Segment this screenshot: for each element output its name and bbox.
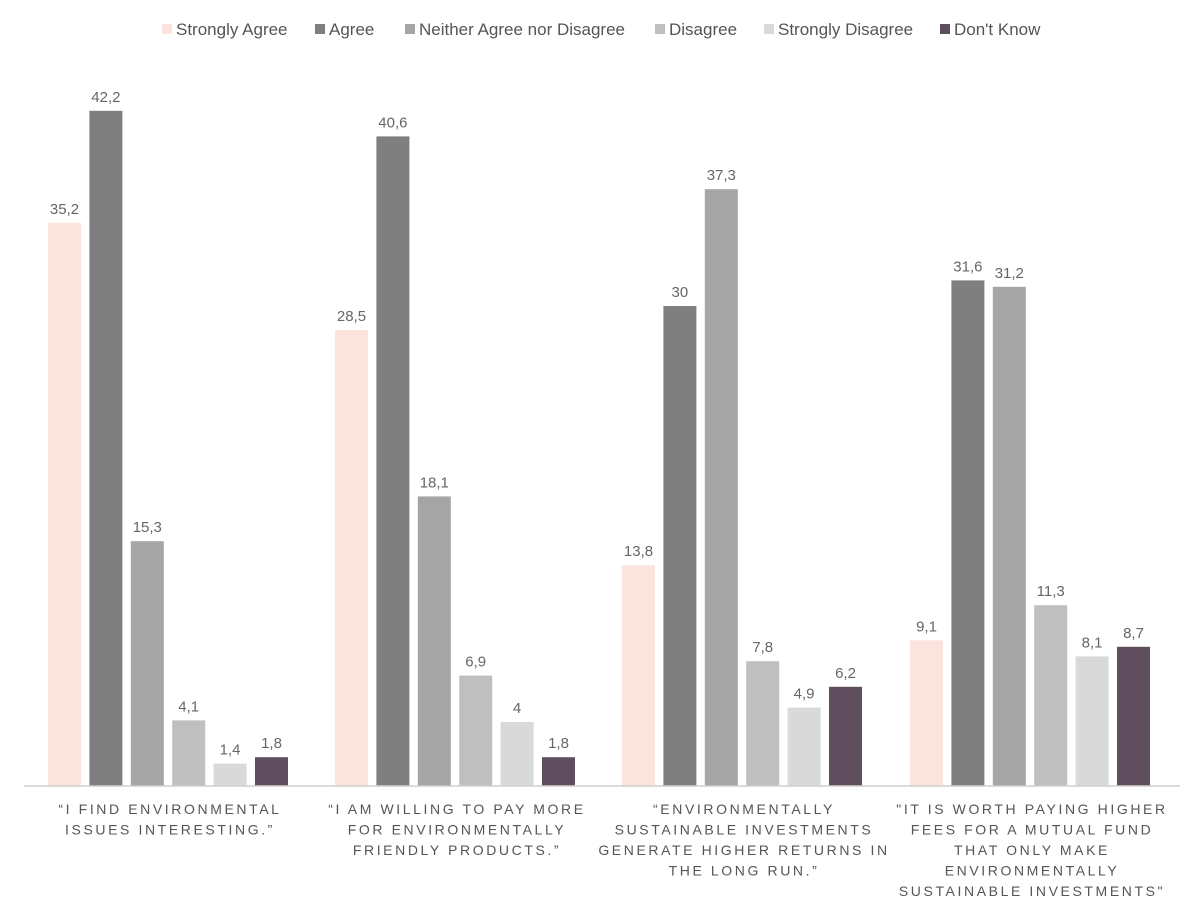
value-label-1-0: 28,5 — [337, 308, 366, 325]
bar-2-5 — [829, 686, 862, 786]
bars — [48, 110, 1150, 787]
category-labels: “I FIND ENVIRONMENTAL ISSUES INTERESTING.… — [58, 801, 1167, 899]
value-label-0-4: 1,4 — [220, 742, 241, 759]
bar-2-3 — [746, 661, 780, 786]
value-label-0-1: 42,2 — [91, 89, 120, 106]
value-label-3-3: 11,3 — [1037, 583, 1065, 600]
legend-label-0: Strongly Agree — [176, 20, 288, 39]
value-label-3-4: 8,1 — [1082, 634, 1103, 651]
legend-swatch-2 — [405, 24, 415, 34]
value-labels: 35,2 42,2 15,3 4,1 1,4 1,8 28,5 40,6 18,1 6,9 4 1,8… — [50, 89, 1144, 759]
legend-swatch-5 — [940, 24, 950, 34]
bar-2-0 — [622, 565, 655, 786]
value-label-1-3: 6,9 — [465, 654, 486, 671]
legend-label-2: Neither Agree nor Disagree — [419, 20, 625, 39]
category-label-0-0: “I FIND ENVIRONMENTAL — [58, 801, 281, 817]
category-label-2-1: SUSTAINABLE INVESTMENTS — [615, 822, 874, 838]
bar-0-5 — [255, 757, 288, 786]
bar-1-1 — [376, 136, 410, 786]
value-label-1-5: 1,8 — [548, 735, 569, 752]
bar-0-3 — [172, 720, 206, 786]
legend-label-1: Agree — [329, 20, 374, 39]
bar-1-2 — [417, 496, 451, 786]
category-label-3-3: ENVIRONMENTALLY — [945, 863, 1120, 879]
bar-0-2 — [130, 541, 164, 786]
value-label-3-0: 9,1 — [916, 618, 937, 635]
category-label-3-1: FEES FOR A MUTUAL FUND — [911, 822, 1154, 838]
category-label-1-0: “I AM WILLING TO PAY MORE — [328, 801, 585, 817]
bar-1-5 — [542, 757, 575, 786]
value-label-3-2: 31,2 — [995, 265, 1024, 282]
bar-2-1 — [663, 306, 697, 786]
value-label-2-0: 13,8 — [624, 543, 653, 560]
bar-3-1 — [951, 280, 985, 786]
category-label-2-2: GENERATE HIGHER RETURNS IN — [598, 842, 889, 858]
category-label-1-1: FOR ENVIRONMENTALLY — [348, 822, 566, 838]
legend-swatch-1 — [315, 24, 325, 34]
category-label-0-1: ISSUES INTERESTING.” — [65, 822, 275, 838]
category-label-3-2: THAT ONLY MAKE — [954, 842, 1110, 858]
category-label-2-3: THE LONG RUN.” — [669, 863, 820, 879]
bar-3-0 — [910, 640, 943, 786]
category-label-3-4: SUSTAINABLE INVESTMENTS" — [899, 883, 1165, 899]
value-label-1-2: 18,1 — [420, 474, 449, 491]
bar-2-2 — [704, 189, 738, 786]
legend-label-4: Strongly Disagree — [778, 20, 913, 39]
bar-1-4 — [500, 722, 534, 786]
bar-3-2 — [992, 286, 1026, 786]
bar-3-3 — [1034, 605, 1068, 786]
value-label-3-5: 8,7 — [1123, 625, 1144, 642]
legend: Strongly Agree Agree Neither Agree nor Dis… — [162, 20, 1041, 39]
value-label-2-5: 6,2 — [835, 665, 856, 682]
bar-0-1 — [89, 110, 123, 787]
legend-swatch-4 — [764, 24, 774, 34]
value-label-2-4: 4,9 — [794, 686, 815, 703]
value-label-2-2: 37,3 — [707, 167, 736, 184]
legend-label-5: Don't Know — [954, 20, 1041, 39]
bar-3-5 — [1117, 646, 1150, 786]
value-label-0-5: 1,8 — [261, 735, 282, 752]
value-label-1-4: 4 — [513, 700, 521, 717]
legend-label-3: Disagree — [669, 20, 737, 39]
value-label-0-3: 4,1 — [178, 698, 199, 715]
value-label-2-3: 7,8 — [752, 639, 773, 656]
value-label-2-1: 30 — [672, 284, 689, 301]
bar-3-4 — [1075, 656, 1109, 786]
value-label-0-2: 15,3 — [133, 519, 162, 536]
category-label-3-0: "IT IS WORTH PAYING HIGHER — [896, 801, 1167, 817]
legend-swatch-0 — [162, 24, 172, 34]
bar-1-0 — [335, 330, 368, 786]
bar-2-4 — [787, 707, 821, 786]
bar-0-0 — [48, 222, 81, 787]
value-label-1-1: 40,6 — [378, 114, 407, 131]
legend-swatch-3 — [655, 24, 665, 34]
bar-0-4 — [213, 763, 247, 786]
bar-1-3 — [459, 675, 493, 786]
value-label-3-1: 31,6 — [953, 258, 982, 275]
category-label-2-0: “ENVIRONMENTALLY — [653, 801, 835, 817]
category-label-1-2: FRIENDLY PRODUCTS.” — [353, 842, 561, 858]
value-label-0-0: 35,2 — [50, 201, 79, 218]
